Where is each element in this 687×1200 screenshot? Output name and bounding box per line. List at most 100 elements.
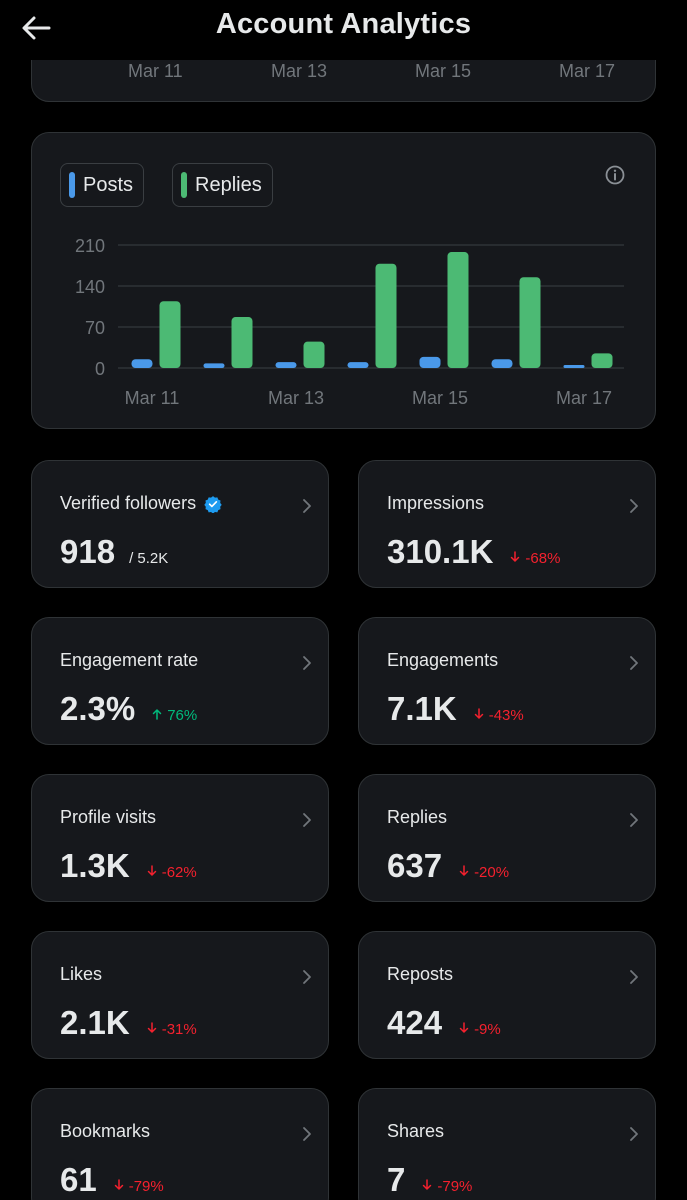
x-tick-label: Mar 11 — [125, 388, 180, 408]
bar-posts-mar-16[interactable] — [491, 359, 513, 368]
stat-card-likes[interactable]: Likes 2.1K -31% — [31, 931, 329, 1059]
change-indicator: -20% — [458, 864, 509, 881]
bar-replies-mar-17[interactable] — [591, 353, 613, 368]
stat-value: 7.1K — [387, 690, 457, 727]
stat-value: 918 — [60, 533, 116, 570]
bar-posts-mar-13[interactable] — [275, 362, 297, 368]
bar-posts-mar-14[interactable] — [347, 362, 369, 368]
stat-label-row: Impressions — [387, 493, 484, 514]
stat-total: / 5.2K — [129, 550, 169, 567]
bar-replies-mar-11[interactable] — [159, 301, 181, 368]
stat-label-row: Bookmarks — [60, 1121, 150, 1142]
arrow-down-icon — [511, 551, 520, 562]
arrow-down-icon — [474, 708, 483, 719]
bar-chart: 0 70 140 210 Mar 11 Mar 13 Mar 15 Mar 17 — [75, 236, 624, 408]
x-tick-label: Mar 15 — [415, 61, 472, 81]
stat-value-row: 61 -79% — [60, 1161, 164, 1199]
stat-label-row: Profile visits — [60, 807, 156, 828]
arrow-down-icon — [114, 1179, 123, 1190]
stat-label: Reposts — [387, 964, 454, 984]
back-button[interactable] — [14, 8, 58, 48]
x-tick-label: Mar 17 — [556, 388, 612, 408]
chevron-right-icon — [630, 1127, 638, 1141]
stat-card-engagements[interactable]: Engagements 7.1K -43% — [358, 617, 656, 745]
page-title: Account Analytics — [215, 8, 472, 40]
chevron-right-icon — [303, 813, 311, 827]
chevron-right-icon — [630, 970, 638, 984]
stat-value-row: 2.3% 76% — [60, 690, 197, 728]
stat-value: 1.3K — [60, 847, 130, 884]
stat-label: Engagements — [387, 650, 499, 670]
bar-replies-mar-13[interactable] — [303, 341, 325, 368]
change-value: -62% — [161, 864, 197, 881]
stat-label: Verified followers — [60, 493, 197, 513]
stat-label-row: Likes — [60, 964, 102, 985]
change-indicator: -68% — [509, 550, 560, 567]
stat-label: Bookmarks — [60, 1121, 151, 1141]
change-value: -79% — [128, 1178, 164, 1195]
stat-value: 61 — [60, 1161, 97, 1198]
stat-label: Replies — [387, 807, 448, 827]
stat-label-row: Engagements — [387, 650, 498, 671]
stat-card-impressions[interactable]: Impressions 310.1K -68% — [358, 460, 656, 588]
change-value: -9% — [474, 1021, 501, 1038]
chevron-right-icon — [303, 499, 311, 513]
arrow-down-icon — [459, 865, 469, 876]
stat-value-row: 637 -20% — [387, 847, 509, 885]
header-bar: Account Analytics — [0, 0, 687, 60]
change-value: -31% — [161, 1021, 197, 1038]
stat-card-replies[interactable]: Replies 637 -20% — [358, 774, 656, 902]
stat-card-engagement-rate[interactable]: Engagement rate 2.3% 76% — [31, 617, 329, 745]
bar-replies-mar-15[interactable] — [447, 252, 469, 368]
x-tick-label: Mar 13 — [268, 388, 324, 408]
change-indicator: -62% — [146, 864, 197, 881]
y-tick-label: 70 — [85, 318, 105, 338]
stat-value: 2.3% — [60, 690, 136, 727]
change-indicator: -79% — [421, 1178, 472, 1195]
stat-card-verified-followers[interactable]: Verified followers 918 / 5.2K — [31, 460, 329, 588]
change-value: 76% — [167, 707, 198, 724]
stat-card-profile-visits[interactable]: Profile visits 1.3K -62% — [31, 774, 329, 902]
change-indicator: -9% — [458, 1021, 501, 1038]
y-tick-label: 0 — [95, 359, 105, 379]
stat-value: 637 — [387, 847, 443, 884]
change-value: -79% — [437, 1178, 473, 1195]
stat-value: 7 — [387, 1161, 406, 1198]
legend-replies[interactable]: Replies — [172, 163, 273, 207]
chevron-right-icon — [303, 1127, 311, 1141]
stat-label: Profile visits — [60, 807, 157, 827]
stat-value-row: 918 / 5.2K — [60, 533, 168, 571]
bar-replies-mar-16[interactable] — [519, 277, 541, 368]
arrow-up-icon — [152, 709, 162, 720]
x-tick-label: Mar 13 — [271, 61, 328, 81]
bar-replies-mar-14[interactable] — [375, 263, 397, 368]
stat-label-row: Reposts — [387, 964, 453, 985]
bar-replies-mar-12[interactable] — [231, 317, 253, 368]
stat-value-row: 1.3K -62% — [60, 847, 197, 885]
arrow-down-icon — [147, 1022, 156, 1033]
stat-card-reposts[interactable]: Reposts 424 -9% — [358, 931, 656, 1059]
stat-value-row: 7 -79% — [387, 1161, 472, 1199]
legend-label: Posts — [83, 173, 134, 196]
stat-card-bookmarks[interactable]: Bookmarks 61 -79% — [31, 1088, 329, 1200]
bar-posts-mar-15[interactable] — [419, 356, 441, 368]
stat-value-row: 424 -9% — [387, 1004, 501, 1042]
info-icon[interactable] — [603, 163, 627, 187]
stat-label-row: Shares — [387, 1121, 444, 1142]
change-indicator: -43% — [473, 707, 524, 724]
stat-card-shares[interactable]: Shares 7 -79% — [358, 1088, 656, 1200]
chevron-right-icon — [630, 499, 638, 513]
stat-value-row: 310.1K -68% — [387, 533, 560, 571]
bar-posts-mar-11[interactable] — [131, 359, 153, 368]
change-value: -43% — [488, 707, 524, 724]
legend-posts[interactable]: Posts — [60, 163, 145, 207]
stat-label: Likes — [60, 964, 103, 984]
stat-value: 424 — [387, 1004, 443, 1041]
arrow-left-icon — [22, 16, 51, 40]
bar-posts-mar-12[interactable] — [203, 363, 225, 368]
stat-label: Impressions — [387, 493, 485, 513]
bar-posts-mar-17[interactable] — [563, 365, 585, 368]
x-tick-label: Mar 11 — [128, 61, 183, 81]
stat-value-row: 2.1K -31% — [60, 1004, 197, 1042]
stat-label-row: Verified followers — [60, 493, 222, 514]
